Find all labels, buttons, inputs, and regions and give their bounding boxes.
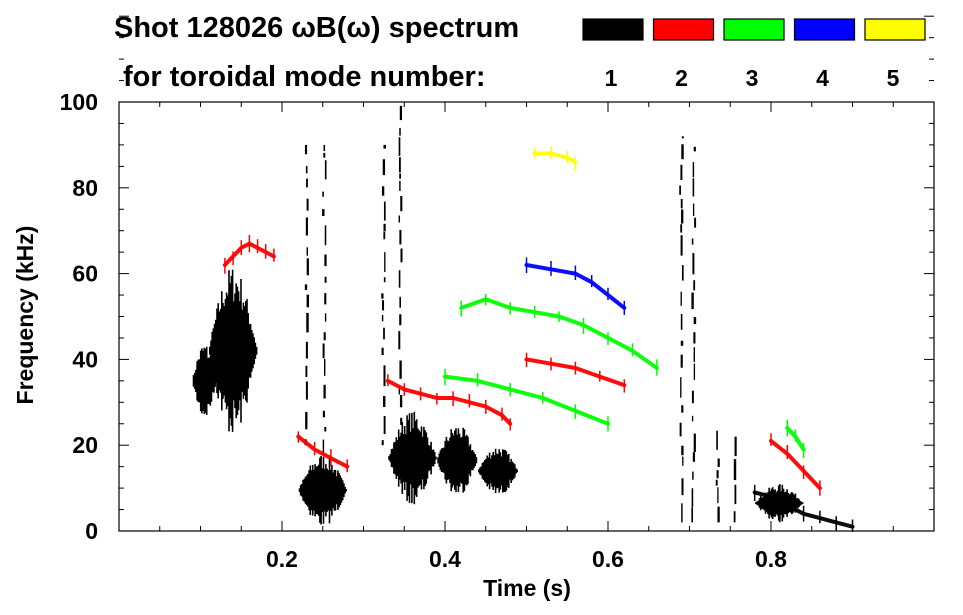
legend-label: 5 xyxy=(887,65,900,91)
axis-ticks: 0.2 0.4 0.6 0.8 0 20 40 60 80 100 xyxy=(60,15,934,572)
legend-swatch xyxy=(723,18,785,41)
y-axis-label: Frequency (kHz) xyxy=(12,226,38,405)
y-tick-label: 40 xyxy=(72,346,98,372)
legend: 1 2 3 4 5 xyxy=(582,18,926,91)
mode-trace xyxy=(443,374,610,426)
plot-area xyxy=(192,105,855,532)
x-tick-label: 0.6 xyxy=(592,546,624,572)
legend-swatch xyxy=(652,18,715,41)
x-tick-label: 0.2 xyxy=(266,546,298,572)
mode-trace xyxy=(524,263,627,310)
y-tick-label: 0 xyxy=(85,518,98,544)
mode-trace xyxy=(385,378,513,426)
y-tick-label: 20 xyxy=(72,432,98,458)
legend-label: 3 xyxy=(746,65,759,91)
mode-trace xyxy=(769,438,822,491)
mode-trace xyxy=(532,151,578,165)
y-tick-label: 100 xyxy=(60,89,98,115)
legend-swatch xyxy=(864,18,926,41)
x-tick-label: 0.8 xyxy=(755,546,787,572)
x-axis-label: Time (s) xyxy=(483,575,571,601)
mode-trace xyxy=(296,434,350,469)
mode-trace xyxy=(459,297,659,370)
legend-label: 4 xyxy=(816,65,829,91)
y-tick-label: 60 xyxy=(72,261,98,287)
legend-swatch xyxy=(582,18,644,41)
chart-subtitle: for toroidal mode number: xyxy=(123,61,486,93)
legend-label: 1 xyxy=(605,65,618,91)
x-tick-label: 0.4 xyxy=(429,546,461,572)
y-tick-label: 80 xyxy=(72,175,98,201)
chart-title: Shot 128026 ωB(ω) spectrum xyxy=(114,12,519,44)
legend-label: 2 xyxy=(675,65,688,91)
legend-swatch xyxy=(793,18,856,41)
